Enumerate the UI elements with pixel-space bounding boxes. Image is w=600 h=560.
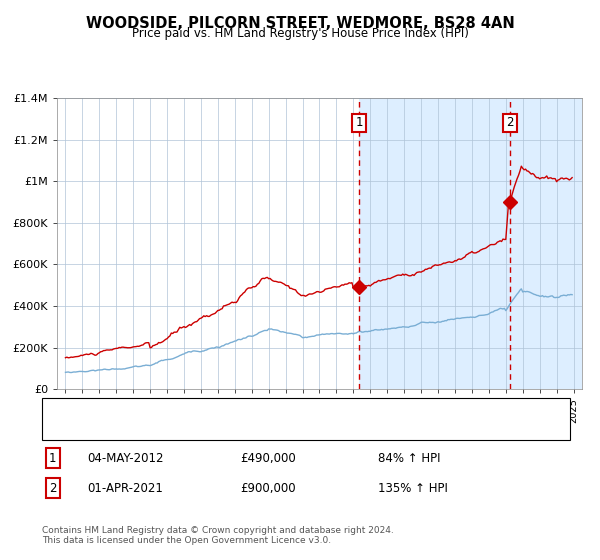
Text: 04-MAY-2012: 04-MAY-2012 xyxy=(87,452,163,465)
Text: 84% ↑ HPI: 84% ↑ HPI xyxy=(378,452,440,465)
Text: Contains HM Land Registry data © Crown copyright and database right 2024.: Contains HM Land Registry data © Crown c… xyxy=(42,526,394,535)
Text: 135% ↑ HPI: 135% ↑ HPI xyxy=(378,482,448,495)
Text: 1: 1 xyxy=(355,116,363,129)
Text: This data is licensed under the Open Government Licence v3.0.: This data is licensed under the Open Gov… xyxy=(42,536,331,545)
Text: 2: 2 xyxy=(506,116,514,129)
Text: £490,000: £490,000 xyxy=(240,452,296,465)
Text: £900,000: £900,000 xyxy=(240,482,296,495)
Text: HPI: Average price, detached house, Somerset: HPI: Average price, detached house, Some… xyxy=(87,423,330,433)
Text: 01-APR-2021: 01-APR-2021 xyxy=(87,482,163,495)
Text: WOODSIDE, PILCORN STREET, WEDMORE, BS28 4AN (detached house): WOODSIDE, PILCORN STREET, WEDMORE, BS28 … xyxy=(87,404,456,414)
Bar xyxy=(359,98,590,389)
Text: Price paid vs. HM Land Registry's House Price Index (HPI): Price paid vs. HM Land Registry's House … xyxy=(131,27,469,40)
Text: WOODSIDE, PILCORN STREET, WEDMORE, BS28 4AN: WOODSIDE, PILCORN STREET, WEDMORE, BS28 … xyxy=(86,16,514,31)
Text: 1: 1 xyxy=(49,452,56,465)
Text: 2: 2 xyxy=(49,482,56,495)
